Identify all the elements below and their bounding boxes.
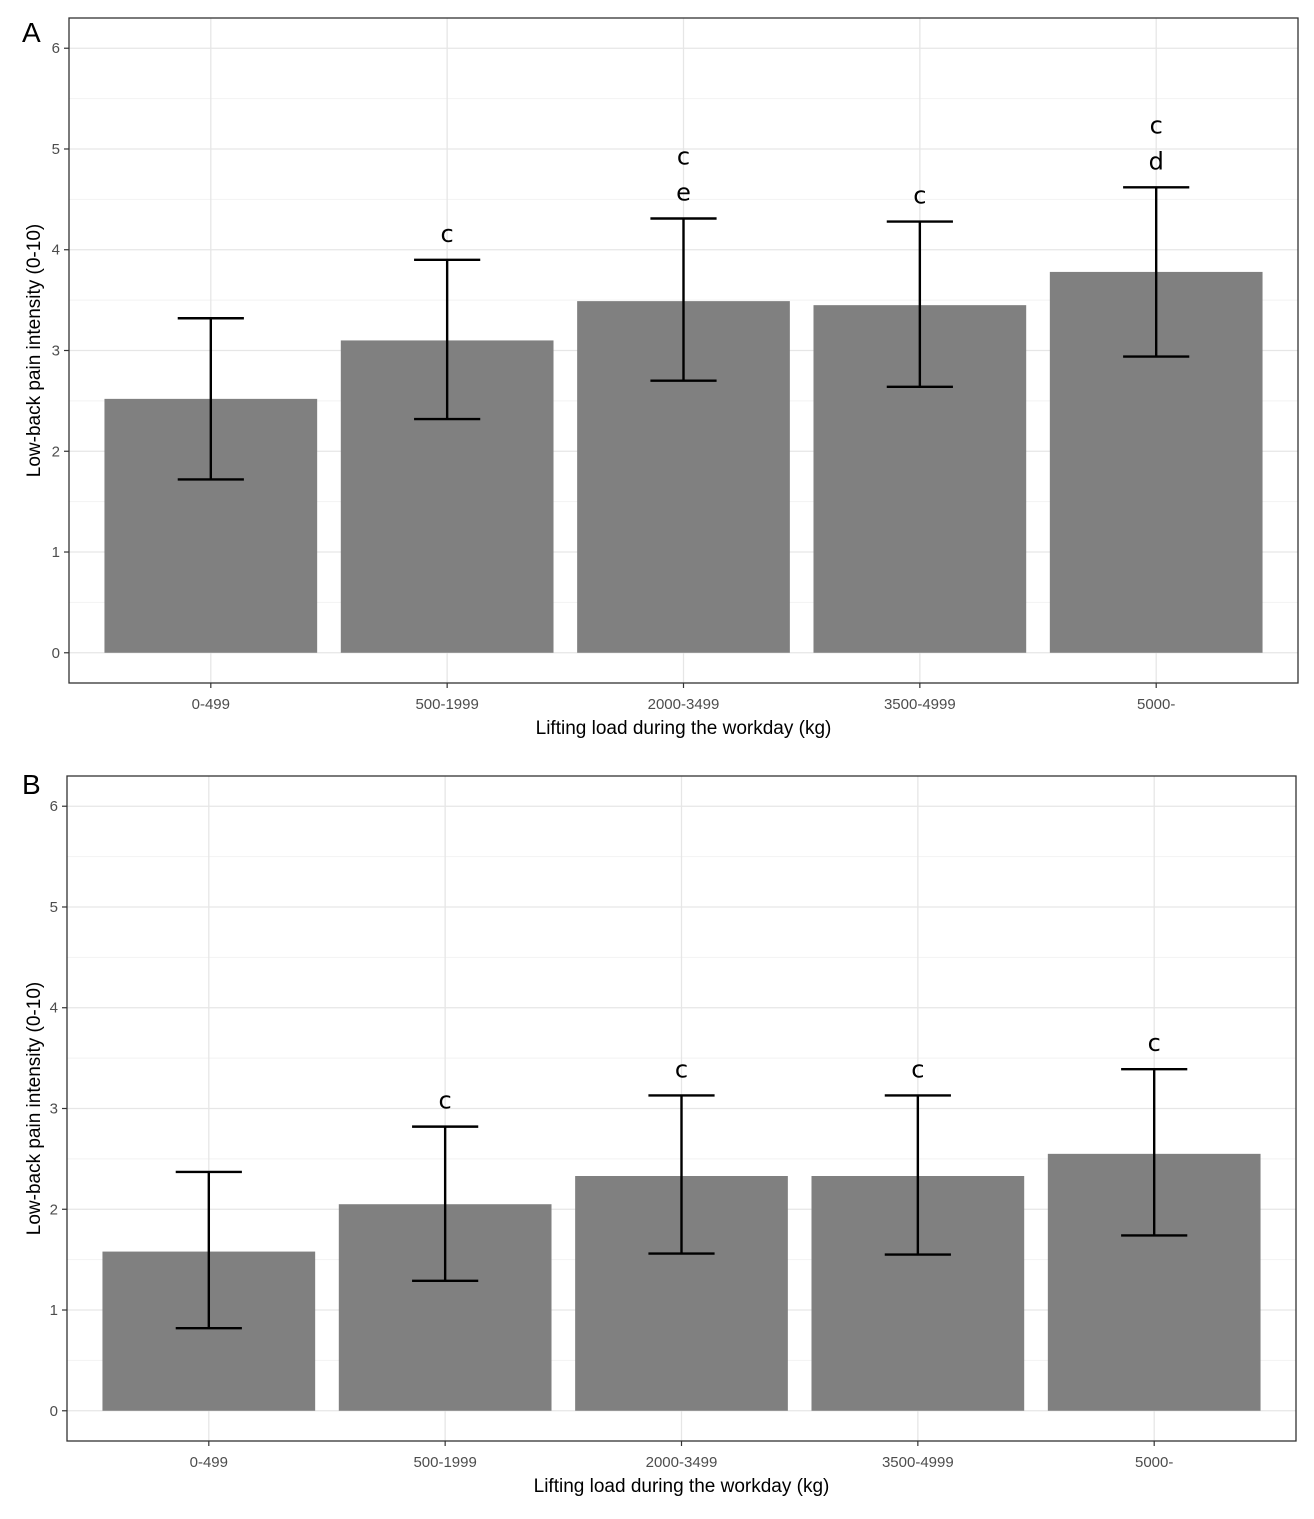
chart-b-significance-label: c: [1148, 1029, 1161, 1057]
chart-a-error-bar: [886, 220, 953, 388]
chart-b-x-tick-label: 0-499: [190, 1454, 228, 1471]
chart-b-x-axis-title: Lifting load during the workday (kg): [534, 1476, 830, 1497]
chart-b-error-bar: [175, 1170, 242, 1330]
chart-a-y-tick-label: 6: [52, 40, 60, 57]
chart-a-x-tick-label: 500-1999: [415, 696, 478, 713]
chart-a-error-bar: [414, 258, 481, 421]
chart-a-significance-label: c: [441, 220, 454, 248]
chart-b-y-tick-label: 6: [50, 798, 58, 815]
chart-b-error-bar: [1121, 1068, 1188, 1237]
chart-a-panel-letter: A: [22, 17, 41, 48]
chart-b-x-tick-label: 500-1999: [413, 1454, 476, 1471]
chart-a-significance-label: d: [1149, 147, 1164, 175]
chart-a-y-tick-label: 4: [52, 242, 60, 259]
chart-b-significance-label: c: [675, 1055, 688, 1083]
chart-b-error-bar: [412, 1125, 479, 1282]
chart-b-x-tick-label: 2000-3499: [646, 1454, 718, 1471]
chart-panel-b: c c c c 0 1 2 3 4 5 6 0-499 500-1999 2000-3499 3500-49…: [0, 760, 1314, 1514]
chart-b-error-bar: [884, 1094, 951, 1256]
chart-panel-a: c e c c d c 0 1 2 3 4 5 6 0-499 500-1999 2000-3499 3500-…: [0, 0, 1314, 750]
chart-a-error-bar: [650, 217, 717, 382]
chart-b-significance-label: c: [439, 1087, 452, 1115]
chart-b-x-tick-label: 3500-4999: [882, 1454, 954, 1471]
chart-b-y-tick-label: 5: [50, 899, 58, 916]
chart-a-x-tick-label: 0-499: [192, 696, 230, 713]
chart-a-significance-label: e: [676, 179, 691, 207]
chart-a-y-tick-label: 5: [52, 141, 60, 158]
chart-a-significance-label: c: [677, 143, 690, 171]
chart-b-y-axis-title: Low-back pain intensity (0-10): [24, 982, 45, 1235]
chart-b-y-tick-label: 0: [50, 1403, 58, 1420]
chart-b-y-tick-label: 1: [50, 1302, 58, 1319]
chart-a-error-bar: [1123, 186, 1190, 358]
chart-a-significance-label: c: [913, 182, 926, 210]
chart-a-x-tick-label: 5000-: [1137, 696, 1175, 713]
chart-b-svg: c c c c 0 1 2 3 4 5 6 0-499 500-1999 2000-3499 3500-49…: [22, 769, 1297, 1497]
chart-b-y-tick-label: 4: [50, 1000, 58, 1017]
chart-a-x-tick-label: 2000-3499: [648, 696, 720, 713]
chart-a-y-axis-title: Low-back pain intensity (0-10): [24, 224, 45, 477]
chart-a-y-tick-label: 1: [52, 544, 60, 561]
chart-a-y-tick-label: 2: [52, 443, 60, 460]
chart-b-y-tick-label: 2: [50, 1201, 58, 1218]
chart-a-x-tick-label: 3500-4999: [884, 696, 956, 713]
chart-b-x-tick-label: 5000-: [1135, 1454, 1173, 1471]
chart-a-x-axis-title: Lifting load during the workday (kg): [536, 718, 832, 739]
chart-a-y-tick-label: 0: [52, 645, 60, 662]
chart-b-significance-label: c: [911, 1055, 924, 1083]
chart-b-error-bar: [648, 1094, 715, 1255]
chart-b-y-tick-label: 3: [50, 1101, 58, 1118]
chart-a-y-tick-label: 3: [52, 343, 60, 360]
chart-a-significance-label: c: [1150, 111, 1163, 139]
chart-a-error-bar: [177, 317, 244, 481]
chart-b-panel-letter: B: [22, 769, 41, 800]
